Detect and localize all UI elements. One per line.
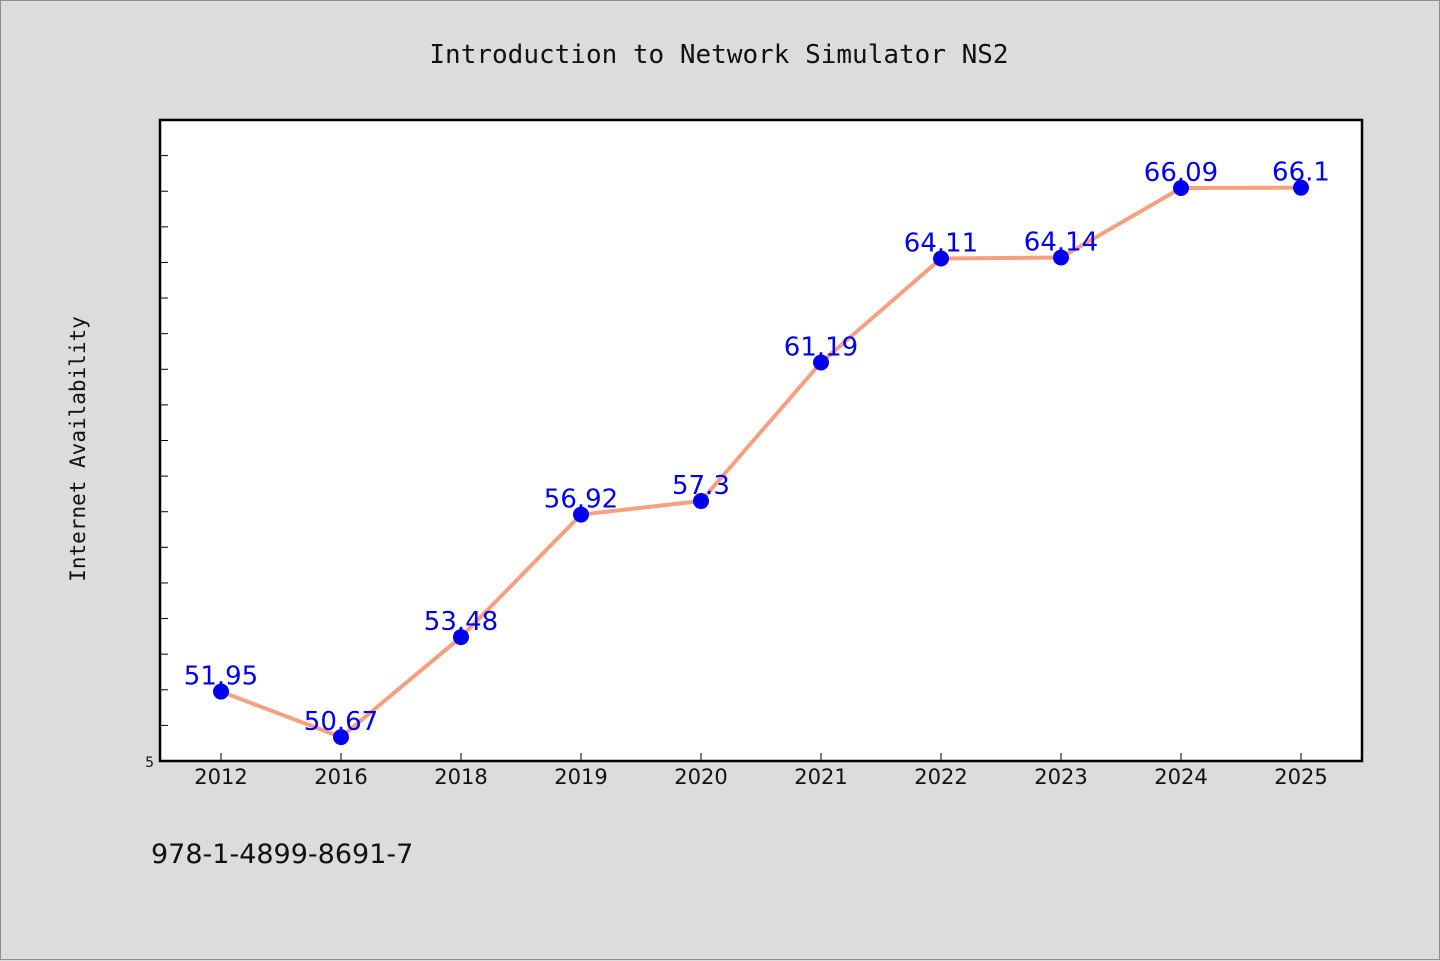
x-tick-label: 2016 xyxy=(314,765,367,789)
data-label: 64.11 xyxy=(904,229,978,259)
data-label: 51.95 xyxy=(184,662,258,692)
data-label: 53.48 xyxy=(424,607,498,637)
x-tick-label: 2020 xyxy=(674,765,727,789)
data-label: 57.3 xyxy=(672,471,730,501)
data-label: 66.1 xyxy=(1272,158,1330,188)
chart-title: Introduction to Network Simulator NS2 xyxy=(429,40,1008,70)
data-point xyxy=(1053,249,1069,266)
data-labels: 51.95 50.67 53.48 56.92 57.3 61.19 64.11 64.14 6… xyxy=(184,158,1330,737)
data-label: 64.14 xyxy=(1024,227,1098,257)
data-point xyxy=(693,493,709,510)
x-tick-label: 2019 xyxy=(554,765,607,789)
x-tick-label: 2021 xyxy=(794,765,847,789)
data-point xyxy=(1293,179,1309,196)
x-tick-label: 2024 xyxy=(1154,765,1207,789)
series-line-group xyxy=(219,185,1303,740)
data-point xyxy=(333,729,349,746)
series-line xyxy=(219,185,1303,740)
data-label: 50.67 xyxy=(304,707,378,737)
data-markers xyxy=(213,179,1309,746)
y-axis-min-label: 5 xyxy=(145,755,154,771)
data-point xyxy=(813,354,829,371)
data-point xyxy=(573,506,589,523)
x-axis-ticks: 2012 2016 2018 2019 2020 2021 2022 2023 2024 2025 xyxy=(194,753,1328,789)
x-tick-label: 2023 xyxy=(1034,765,1087,789)
data-point xyxy=(933,250,949,267)
y-axis-label: Internet Availability xyxy=(66,316,90,582)
plot-area xyxy=(158,118,1364,763)
x-tick-label: 2025 xyxy=(1274,765,1327,789)
data-label: 66.09 xyxy=(1144,158,1218,188)
data-point xyxy=(1173,180,1189,197)
data-point xyxy=(213,683,229,700)
x-tick-label: 2018 xyxy=(434,765,487,789)
data-point xyxy=(453,629,469,646)
x-tick-label: 2012 xyxy=(194,765,247,789)
data-label: 61.19 xyxy=(784,333,858,363)
y-axis-ticks xyxy=(160,155,168,726)
x-tick-label: 2022 xyxy=(914,765,967,789)
data-label: 56.92 xyxy=(544,485,618,515)
isbn-footer: 978-1-4899-8691-7 xyxy=(151,839,413,870)
